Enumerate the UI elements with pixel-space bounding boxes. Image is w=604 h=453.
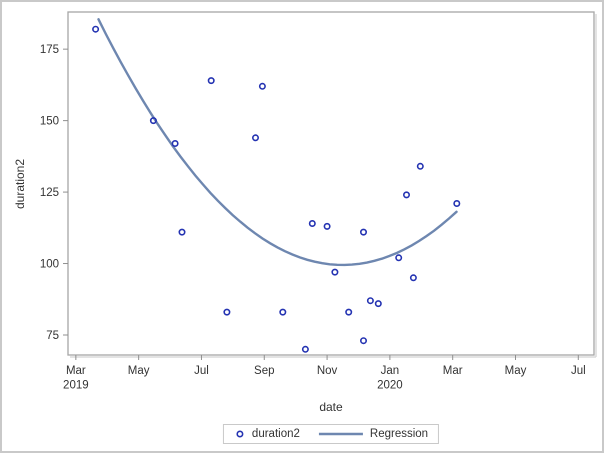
data-point (453, 200, 461, 208)
data-point (416, 162, 424, 170)
data-point (402, 191, 410, 199)
data-point (409, 274, 417, 282)
x-tick-label: Jan (381, 365, 400, 377)
x-tick-label: Jul (194, 365, 209, 377)
data-point (359, 228, 367, 236)
x-tick-label: May (505, 365, 527, 377)
data-point (331, 268, 339, 276)
y-tick-label: 125 (40, 187, 59, 199)
x-tick-label: Mar (66, 365, 86, 377)
x-tick-label: Nov (317, 365, 338, 377)
data-point (323, 222, 331, 230)
x-tick-label: Sep (254, 365, 274, 377)
x-tick-label: Mar (443, 365, 463, 377)
y-axis-title: duration2 (13, 158, 27, 210)
legend-label-regression: Regression (369, 428, 429, 440)
data-point (359, 337, 367, 345)
data-point (345, 308, 353, 316)
x-tick-label: Jul (571, 365, 586, 377)
y-tick-label: 175 (40, 44, 59, 56)
data-point (149, 117, 157, 125)
x-tick-label: 2019 (63, 380, 89, 392)
legend-item-duration2: duration2 (234, 428, 300, 440)
data-point (252, 134, 260, 142)
data-point (308, 220, 316, 228)
data-point (207, 77, 215, 85)
legend-item-regression: Regression (318, 428, 428, 440)
data-point (374, 300, 382, 308)
data-point (178, 228, 186, 236)
data-point (395, 254, 403, 262)
open-circle-marker-icon (236, 430, 244, 438)
y-tick-label: 100 (40, 259, 59, 271)
x-axis-title: date (319, 400, 343, 414)
x-tick-label: 2020 (377, 380, 403, 392)
data-point (366, 297, 374, 305)
data-point (171, 140, 179, 148)
data-point (258, 82, 266, 90)
regression-line-icon (318, 432, 363, 436)
regression-line (97, 18, 458, 267)
x-tick-label: May (128, 365, 150, 377)
data-point (92, 25, 100, 33)
y-tick-label: 75 (46, 330, 59, 342)
legend: duration2 Regression (222, 424, 440, 444)
legend-label-duration2: duration2 (251, 428, 300, 440)
y-tick-label: 150 (40, 116, 59, 128)
data-point (301, 345, 309, 353)
plot-frame (67, 11, 595, 356)
data-point (279, 308, 287, 316)
data-point (223, 308, 231, 316)
